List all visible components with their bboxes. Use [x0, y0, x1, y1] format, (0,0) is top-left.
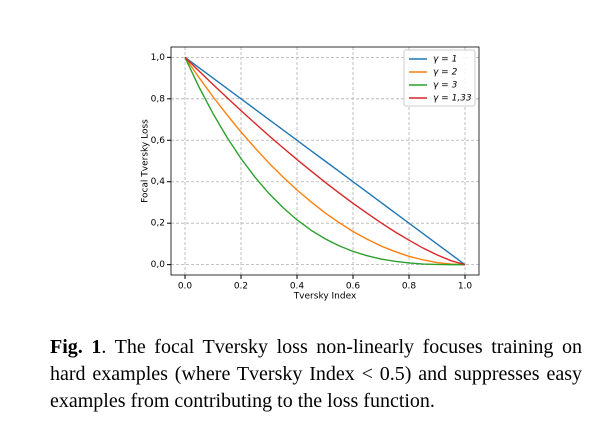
- legend-label: γ = 1,33: [433, 94, 472, 104]
- y-tick-label: 0,2: [151, 219, 165, 229]
- caption-text: . The focal Tversky loss non-linearly fo…: [50, 336, 583, 412]
- line: [184, 56, 466, 266]
- y-tick-label: 1,0: [151, 53, 166, 63]
- line: [184, 56, 466, 266]
- x-tick-label: 1.0: [458, 282, 473, 292]
- legend-label: γ = 1: [433, 55, 457, 65]
- x-tick-label: 0.6: [346, 282, 361, 292]
- y-axis-label: Focal Tversky Loss: [141, 119, 151, 203]
- legend-box: [403, 49, 476, 107]
- x-axis-label: Tversky Index: [293, 292, 357, 302]
- legend-label: γ = 3: [433, 81, 458, 91]
- line: [184, 56, 466, 266]
- y-tick-label: 0,0: [151, 260, 166, 270]
- legend-label: γ = 2: [433, 68, 458, 78]
- caption: Fig. 1. The focal Tversky loss non-linea…: [50, 334, 582, 415]
- plot-frame: [170, 46, 480, 276]
- x-tick-label: 0.4: [290, 282, 305, 292]
- chart: Tversky Index Focal Tversky Loss 0.0 0.2 0…: [141, 46, 480, 302]
- y-tick-label: 0,8: [151, 94, 166, 104]
- x-tick-label: 0.8: [402, 282, 417, 292]
- x-tick-label: 0.2: [234, 282, 248, 292]
- x-tick-label: 0.0: [178, 282, 193, 292]
- y-tick-label: 0,4: [151, 177, 166, 187]
- line: [184, 57, 465, 266]
- y-tick-label: 0,6: [151, 136, 166, 146]
- caption-label: Fig. 1: [50, 336, 102, 358]
